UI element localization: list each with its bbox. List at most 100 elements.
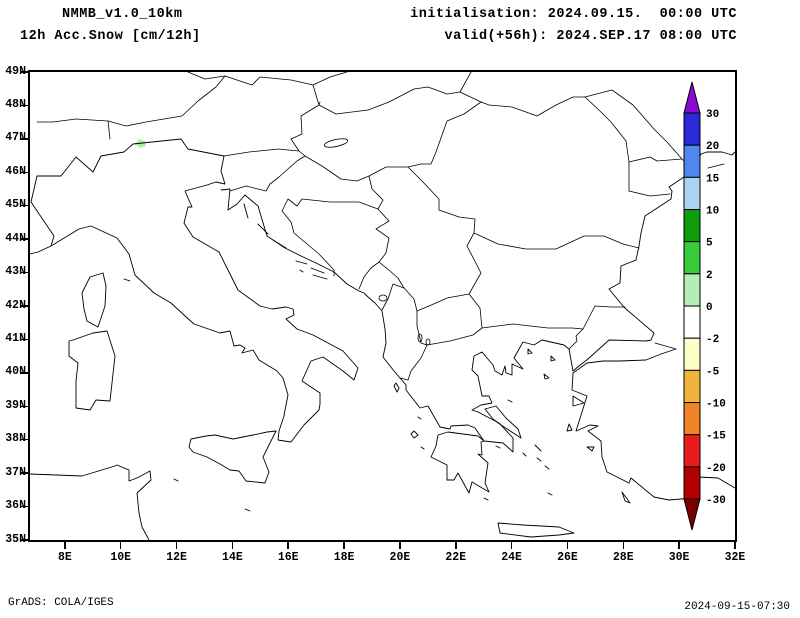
lon-tick (734, 542, 736, 549)
lat-label: 42N (5, 298, 26, 312)
map-frame (28, 70, 737, 542)
border-romania-moldova (584, 96, 630, 192)
grads-credit: GrADS: COLA/IGES (8, 597, 114, 609)
colorbar-segment (683, 273, 701, 307)
colorbar-label: 2 (706, 270, 713, 282)
lon-tick (64, 542, 66, 549)
colorbar-label: 15 (706, 173, 720, 185)
lon-tick (566, 542, 569, 549)
border-greece-turkey (568, 328, 584, 350)
lat-label: 45N (5, 198, 26, 212)
lat-tick (21, 204, 28, 207)
border-macedonia-greece (426, 327, 483, 346)
border-romania-ukraine (480, 96, 586, 117)
lat-label: 44N (5, 231, 26, 245)
product-name: 12h Acc.Snow [cm/12h] (20, 29, 201, 44)
lon-label: 22E (445, 551, 467, 564)
border-bulgaria-greece (481, 323, 584, 330)
lon-label: 10E (110, 551, 132, 564)
lon-label: 28E (612, 551, 634, 564)
colorbar-segment (683, 369, 701, 404)
border-hungary-serbia (368, 166, 409, 177)
lon-tick (287, 542, 289, 549)
lon-tick (510, 542, 513, 549)
model-name: NMMB_v1.0_10km (62, 7, 183, 22)
lon-label: 20E (389, 551, 411, 564)
peloponnese-coastline (430, 431, 490, 494)
border-switzerland (36, 118, 111, 140)
france-coastline (30, 245, 52, 255)
border-romania-bulgaria (473, 232, 640, 250)
colorbar-label: 10 (706, 206, 719, 218)
border-bosnia-montenegro (358, 261, 380, 290)
lat-label: 41N (5, 331, 26, 345)
border-montenegro-serbia (378, 261, 405, 289)
lon-label: 32E (724, 551, 746, 564)
crete-island (497, 522, 575, 538)
lat-label: 36N (5, 499, 26, 513)
border-hungary-romania (407, 101, 482, 168)
colorbar-label: 20 (706, 141, 719, 153)
colorbar-segment (683, 176, 701, 211)
border-czech-austria (224, 75, 314, 86)
border-albania-serbia (403, 287, 418, 312)
lat-tick (21, 104, 28, 107)
colorbar-segment (683, 144, 701, 178)
lon-tick (343, 542, 345, 549)
lon-tick (175, 542, 178, 549)
border-germany-austria (107, 72, 226, 127)
small-islands (123, 163, 725, 512)
lat-label: 48N (5, 97, 26, 111)
lat-label: 46N (5, 164, 26, 178)
lon-tick (119, 542, 122, 549)
colorbar-arrow-top (683, 81, 701, 114)
border-austria-hungary (290, 101, 321, 152)
border-serbia-macedonia (416, 293, 470, 312)
border-czech-slovakia (312, 72, 348, 106)
lat-tick (21, 505, 28, 508)
anatolia-coastline (571, 342, 735, 501)
init-time: initialisation: 2024.09.15. 00:00 UTC (410, 7, 737, 22)
lat-label: 38N (5, 432, 26, 446)
creation-timestamp: 2024-09-15-07:30 (684, 601, 790, 613)
coastlines (30, 138, 735, 540)
lat-label: 43N (5, 265, 26, 279)
colorbar-label: -2 (706, 334, 719, 346)
colorbar-label: -30 (706, 495, 726, 507)
lat-tick (21, 539, 28, 541)
lat-tick (21, 438, 28, 441)
lat-label: 39N (5, 398, 26, 412)
lon-label: 30E (668, 551, 690, 564)
lon-label: 8E (57, 551, 72, 564)
border-albania-greece (399, 344, 428, 381)
lon-label: 12E (166, 551, 187, 564)
border-croatia-serbia (368, 175, 384, 210)
lake-skadar (378, 294, 388, 302)
lon-label: 24E (501, 551, 522, 564)
lon-label: 26E (557, 551, 578, 564)
colorbar-label: -10 (706, 399, 726, 411)
lon-tick (399, 542, 401, 549)
lat-tick (21, 372, 28, 374)
border-slovakia-hungary (318, 86, 461, 115)
colorbar-arrow-bottom (683, 498, 701, 531)
lon-tick (678, 542, 680, 549)
colorbar-label: 5 (706, 238, 713, 250)
lat-label: 37N (5, 465, 26, 479)
border-bosnia-croatia (281, 198, 379, 277)
lake-ohrid (417, 333, 423, 343)
lat-tick (21, 405, 28, 408)
border-serbia-bosnia (375, 208, 390, 263)
colorbar-label: -5 (706, 366, 720, 378)
lon-label: 16E (277, 551, 299, 564)
colorbar-segment (683, 402, 701, 436)
adriatic-islands (243, 203, 328, 280)
lat-tick (21, 472, 28, 474)
lat-label: 40N (5, 365, 26, 379)
italy-coastline (30, 138, 359, 443)
sicily-coastline (188, 430, 277, 484)
aegean-islands (393, 348, 631, 504)
lon-tick (231, 542, 234, 549)
